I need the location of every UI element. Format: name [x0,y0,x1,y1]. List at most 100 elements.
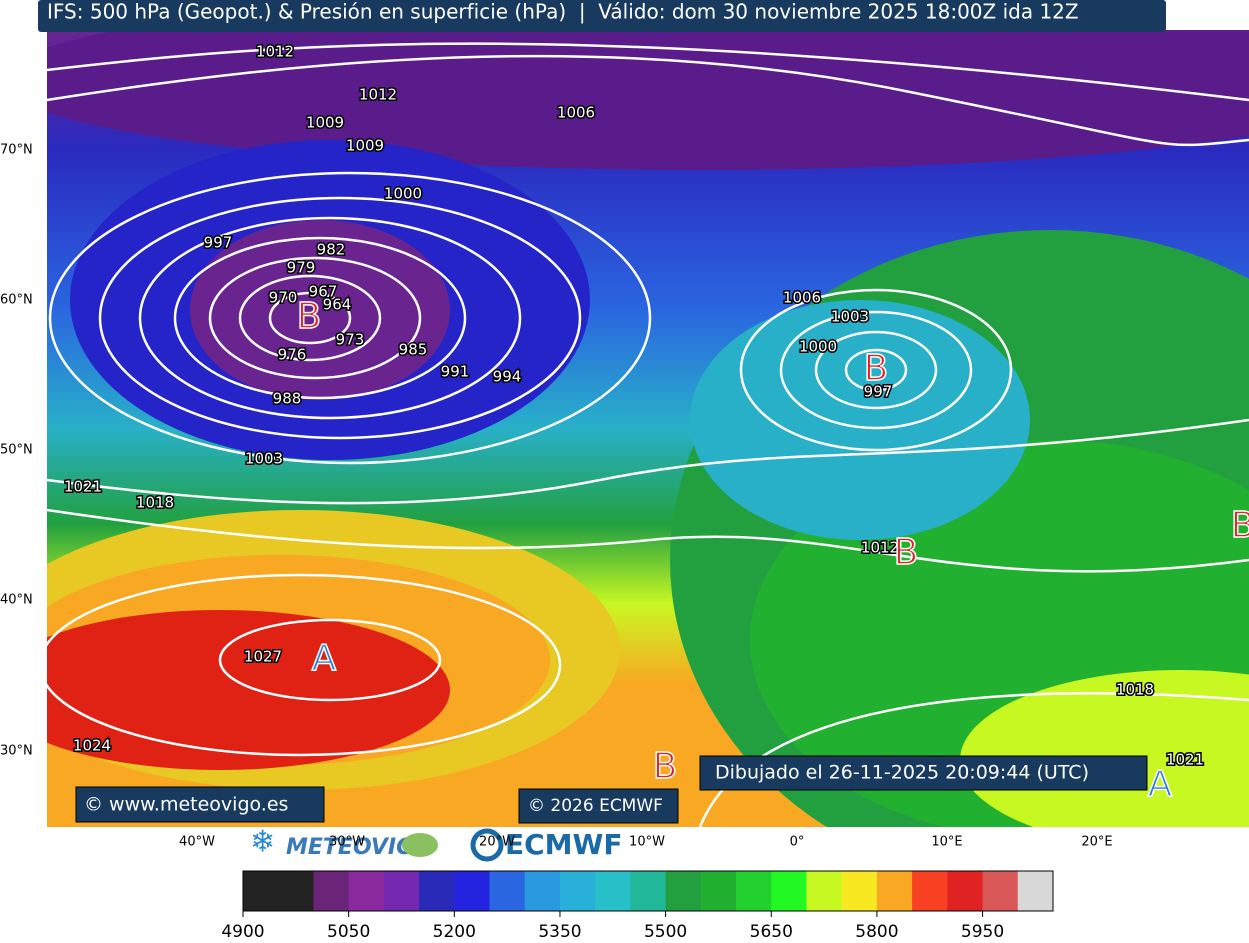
field [47,30,1249,170]
pressure-center: A [1148,764,1173,805]
colorbar-bin [1017,871,1054,911]
colorbar-frame [242,870,1054,912]
isobar-label: 1018 [136,494,174,512]
isobar-label: 1006 [557,104,595,122]
colorbar-bin [454,871,491,911]
pressure-center: B [297,296,322,337]
pressure-center: B [1231,505,1249,546]
pressure-center: B [894,532,919,573]
isobar [238,274,382,362]
isobar-label: 1018 [1116,681,1154,699]
isobar-label: 985 [399,341,428,359]
colorbar-tick-label: 5050 [327,922,370,942]
isobar [739,288,1013,452]
colorbar-bin [665,871,702,911]
isobar-label: 1006 [783,289,821,307]
lon-label: 10°E [931,835,962,850]
field [190,220,450,400]
isobar-label: 988 [273,390,302,408]
isobar [47,42,1249,102]
colorbar-tick-label: 5500 [644,922,687,942]
isobar-label: 973 [336,331,365,349]
colorbar-bin [595,871,631,911]
field [690,300,1030,540]
isobar-label: 1012 [861,539,899,557]
title: IFS: 500 hPa (Geopot.) & Presión en supe… [47,0,1079,24]
colorbar-bin [630,871,667,911]
colorbar-bin [243,871,279,911]
colorbar-tick-label: 5800 [855,922,898,942]
pressure-center: A [312,638,337,679]
isobar-label: 1009 [306,114,344,132]
isobar [48,171,652,465]
copyright: © 2026 ECMWF [528,796,663,816]
isobar-label: 976 [278,346,307,364]
site-box [75,786,325,823]
colorbar-tick-label: 5200 [433,922,476,942]
pressure-center: B [864,348,889,389]
isobar [844,348,908,392]
colorbar-bin [419,871,455,911]
isobar-label: 970 [269,289,298,307]
isobar-label: 1012 [256,43,294,61]
isobar [47,508,1249,573]
colorbar-bin [876,871,913,911]
lon-label: 20°W [479,835,515,850]
lon-label: 30°W [329,835,365,850]
field [47,610,450,770]
isobar-label: 967 [309,283,338,301]
colorbar-bin [278,871,314,911]
lat-label: 50°N [0,443,33,458]
lon-label: 0° [790,835,805,850]
colorbar-bin [912,871,948,911]
title-box [38,0,1166,32]
isobar-label: 1024 [73,737,111,755]
colorbar-bin [524,871,561,911]
isobar-label: 982 [317,241,346,259]
lat-label: 60°N [0,293,33,308]
isobar [47,573,562,757]
leaf-icon [402,833,438,857]
isobar [779,310,973,430]
lat-label: 40°N [0,593,33,608]
pressure-center: B [653,746,678,787]
isobar [173,236,467,400]
colorbar-bin [982,871,1019,911]
lat-label: 30°N [0,744,33,759]
isobar-label: 1003 [245,450,283,468]
colorbar-bin [348,871,385,911]
isobar-label: 964 [323,296,352,314]
isobar-label: 997 [864,383,893,401]
colorbar-bin [489,871,526,911]
colorbar-bin [736,871,772,911]
lon-label: 40°W [179,835,215,850]
colorbar-tick-label: 4900 [221,922,264,942]
colorbar-bin [559,871,596,911]
isobar-label: 997 [204,234,233,252]
colorbar-bin [947,871,984,911]
colorbar-tick-label: 5350 [538,922,581,942]
colorbar-tick-label: 5650 [750,922,793,942]
isobar [268,291,352,345]
map [47,30,1249,827]
site: © www.meteovigo.es [84,794,288,816]
colorbar-bin [841,871,878,911]
colorbar-bin [700,871,737,911]
isobar-label: 1021 [64,478,102,496]
isobar-label: 1009 [346,137,384,155]
isobar-label: 1003 [831,308,869,326]
colorbar-bin [771,871,807,911]
copyright-box [518,788,679,824]
isobar [138,216,522,420]
isobar-label: 1012 [359,86,397,104]
snowflake-icon: ❄ [250,825,275,860]
isobar [47,418,1249,505]
lon-label: 20°E [1081,835,1112,850]
isobar-label: 994 [493,368,522,386]
isobar-label: 1027 [244,648,282,666]
lon-label: 10°W [629,835,665,850]
isobar-label: 991 [441,363,470,381]
colorbar-bin [806,871,843,911]
colorbar-bin [313,871,350,911]
isobar-label: 979 [287,259,316,277]
